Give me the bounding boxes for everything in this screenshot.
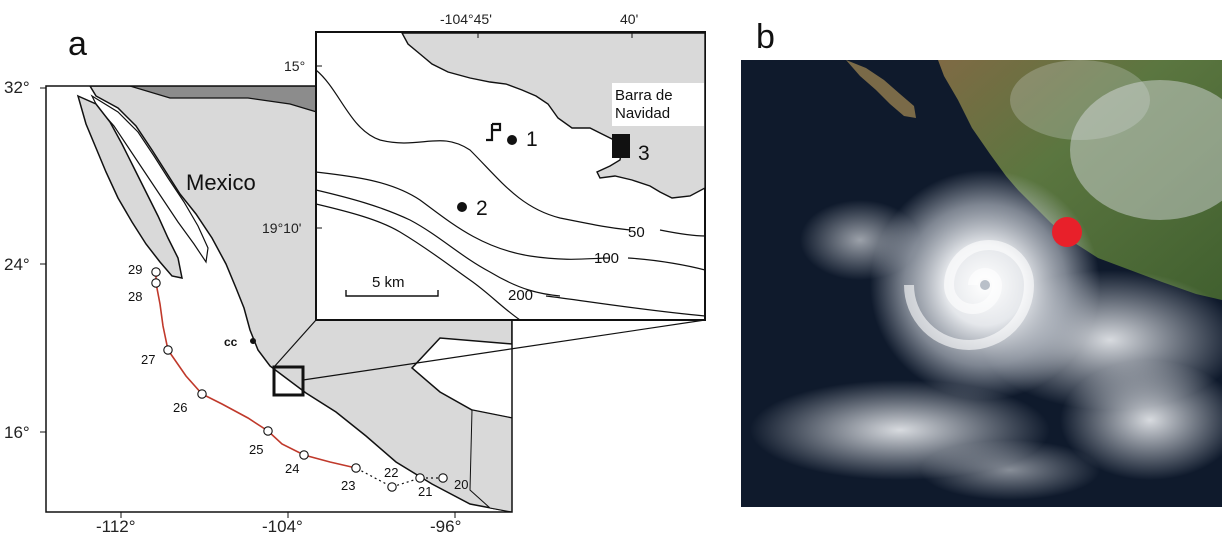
site-3-label: 3 bbox=[638, 142, 650, 165]
track-point bbox=[197, 389, 207, 399]
day-label-27: 27 bbox=[141, 352, 155, 367]
satellite-baja bbox=[846, 60, 916, 118]
track-point bbox=[151, 278, 161, 288]
track-point bbox=[151, 267, 161, 277]
track-point bbox=[438, 473, 448, 483]
track-day-labels: 20 21 22 23 24 25 26 27 28 29 bbox=[128, 262, 468, 499]
lat-tick-16: 16° bbox=[4, 423, 30, 442]
lat-ticks: 32° 24° 16° bbox=[4, 78, 46, 442]
lon-tick-96: -96° bbox=[430, 517, 461, 536]
track-points bbox=[151, 267, 448, 492]
inset-map: 50 100 200 1 2 3 Barra de Navidad 5 km bbox=[315, 31, 706, 321]
cc-label: cc bbox=[224, 335, 238, 349]
isobath-label-50: 50 bbox=[628, 224, 645, 241]
isobath-50-right bbox=[659, 229, 706, 237]
inset-connector-lower bbox=[302, 319, 706, 381]
satellite-image bbox=[741, 60, 1222, 507]
gulf-of-california bbox=[90, 94, 209, 264]
isobath-100 bbox=[315, 171, 611, 260]
lon-ticks: -112° -104° -96° bbox=[96, 512, 461, 536]
cc-marker bbox=[250, 338, 256, 344]
town-label-line-1: Barra de bbox=[615, 87, 673, 104]
isobath-100-right bbox=[627, 257, 706, 271]
isobath-label-200: 200 bbox=[508, 287, 533, 304]
scale-bar-label: 5 km bbox=[372, 274, 405, 291]
site-2-marker bbox=[457, 202, 467, 212]
satellite-mainland bbox=[938, 60, 1222, 300]
lon-tick-104: -104° bbox=[262, 517, 303, 536]
track-point bbox=[415, 473, 425, 483]
isobath-50 bbox=[315, 69, 631, 231]
town-label-bg bbox=[612, 83, 704, 126]
isobath-label-100: 100 bbox=[594, 250, 619, 267]
inset-lat-tick-1: 15° bbox=[284, 58, 305, 74]
scale-bar bbox=[345, 290, 439, 297]
study-area-box bbox=[272, 365, 305, 397]
location-marker bbox=[1052, 217, 1082, 247]
inset-connector-upper bbox=[273, 319, 317, 368]
day-label-21: 21 bbox=[418, 484, 432, 499]
lon-tick-112: -112° bbox=[96, 517, 136, 536]
day-label-22: 22 bbox=[384, 465, 398, 480]
track-point bbox=[299, 450, 309, 460]
isobath-200 bbox=[315, 189, 561, 297]
town-label-line-2: Navidad bbox=[615, 105, 670, 122]
inset-lon-tick-2: 40' bbox=[620, 11, 638, 27]
day-label-29: 29 bbox=[128, 262, 142, 277]
panel-a-letter: a bbox=[68, 25, 87, 63]
central-america bbox=[469, 409, 512, 512]
lat-tick-24: 24° bbox=[4, 255, 30, 274]
baja-california bbox=[76, 94, 183, 279]
day-label-24: 24 bbox=[285, 461, 299, 476]
isobath-deep bbox=[315, 203, 521, 321]
day-label-25: 25 bbox=[249, 442, 263, 457]
inset-lat-tick-2: 19°10' bbox=[262, 220, 301, 236]
inset-lon-tick-1: -104°45' bbox=[440, 11, 492, 27]
track-point bbox=[263, 426, 273, 436]
panel-b-letter: b bbox=[756, 18, 775, 56]
lat-tick-32: 32° bbox=[4, 78, 30, 97]
isobath-200-right bbox=[545, 295, 706, 317]
site-2-label: 2 bbox=[476, 197, 488, 220]
hurricane-track-dotted bbox=[355, 467, 443, 488]
day-label-26: 26 bbox=[173, 400, 187, 415]
site-1-flag-icon bbox=[486, 122, 502, 142]
track-point bbox=[163, 345, 173, 355]
site-1-marker bbox=[507, 135, 517, 145]
site-3-marker bbox=[612, 134, 630, 158]
site-1-label: 1 bbox=[526, 128, 538, 151]
day-label-28: 28 bbox=[128, 289, 142, 304]
hurricane-spiral bbox=[904, 240, 1035, 350]
day-label-20: 20 bbox=[454, 477, 468, 492]
country-label-mexico: Mexico bbox=[186, 170, 256, 195]
track-point bbox=[351, 463, 361, 473]
track-point bbox=[387, 482, 397, 492]
day-label-23: 23 bbox=[341, 478, 355, 493]
